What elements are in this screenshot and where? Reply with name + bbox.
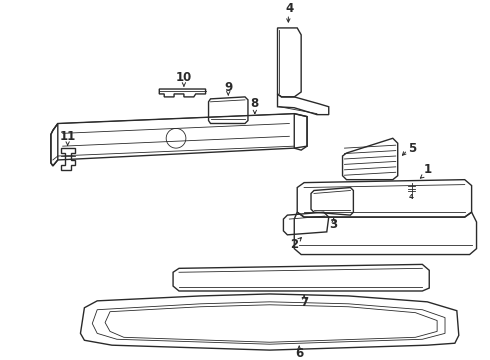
Text: 9: 9	[224, 81, 232, 94]
Text: 10: 10	[176, 71, 192, 84]
Text: 6: 6	[295, 347, 303, 360]
Text: 4: 4	[409, 194, 414, 201]
Text: 1: 1	[423, 163, 431, 176]
Text: 8: 8	[251, 97, 259, 110]
Text: 11: 11	[59, 130, 76, 143]
Text: 4: 4	[285, 2, 294, 15]
Text: 2: 2	[290, 238, 298, 251]
Text: 5: 5	[408, 141, 416, 155]
Text: 3: 3	[330, 219, 338, 231]
Text: 7: 7	[300, 296, 308, 309]
